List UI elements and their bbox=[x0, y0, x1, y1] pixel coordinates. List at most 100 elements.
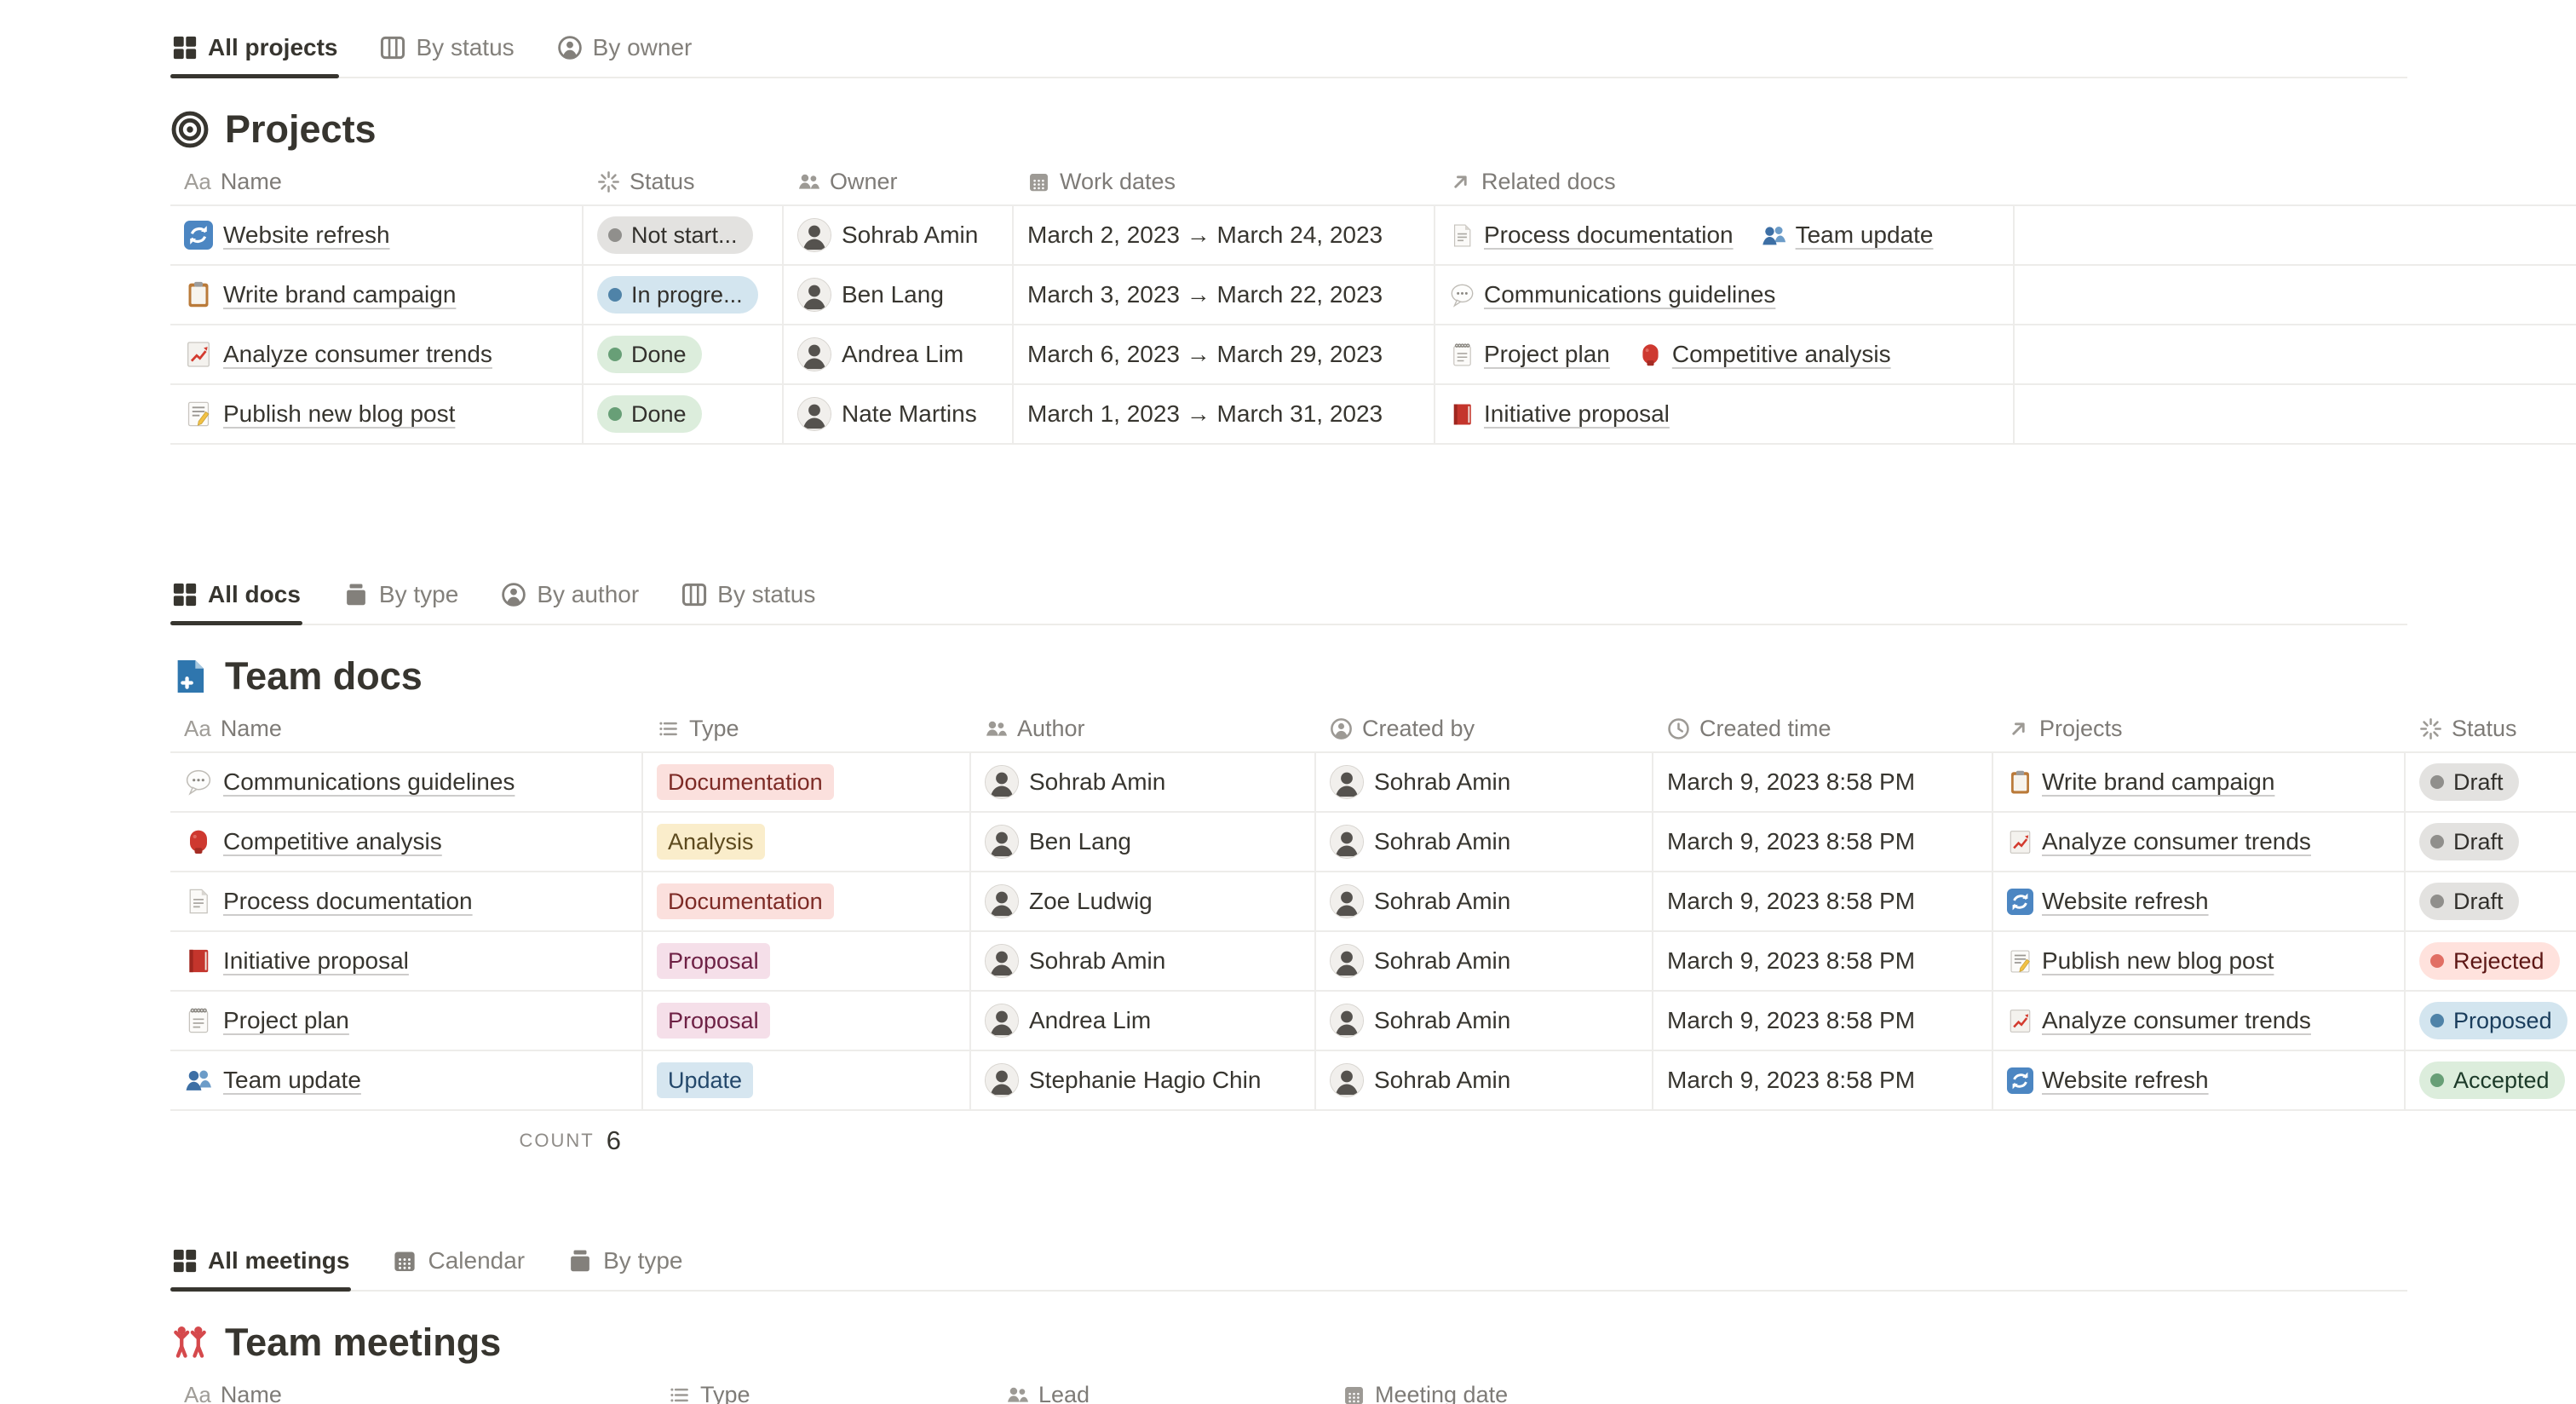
doc-link[interactable]: Process documentation bbox=[1449, 222, 1734, 249]
column-header-work-dates[interactable]: Work dates bbox=[1014, 158, 1435, 204]
name-cell[interactable]: Communications guidelines bbox=[170, 753, 643, 811]
project-link[interactable]: Website refresh bbox=[2007, 888, 2209, 915]
column-header-author[interactable]: Author bbox=[971, 705, 1316, 751]
project-link[interactable]: Analyze consumer trends bbox=[2007, 828, 2311, 855]
page-link[interactable]: Write brand campaign bbox=[223, 281, 457, 308]
tab-by-owner[interactable]: By owner bbox=[555, 24, 694, 77]
page-link[interactable]: Competitive analysis bbox=[223, 828, 442, 854]
related-docs-cell[interactable]: Initiative proposal bbox=[1435, 385, 2015, 443]
name-cell[interactable]: Initiative proposal bbox=[170, 932, 643, 990]
column-header-name[interactable]: Aa Name bbox=[184, 715, 282, 741]
tab-all-docs[interactable]: All docs bbox=[170, 571, 302, 625]
column-header-status[interactable]: Status bbox=[2406, 705, 2576, 751]
tab-by-type[interactable]: By type bbox=[342, 571, 460, 624]
status-cell[interactable]: In progre... bbox=[584, 266, 784, 324]
work-dates-cell[interactable]: March 2, 2023 → March 24, 2023 bbox=[1014, 206, 1435, 264]
author-cell[interactable]: Sohrab Amin bbox=[971, 932, 1316, 990]
status-cell[interactable]: Accepted bbox=[2406, 1051, 2576, 1109]
related-docs-cell[interactable]: Project plan Competitive analysis bbox=[1435, 325, 2015, 383]
column-header-created-by[interactable]: Created by bbox=[1316, 705, 1653, 751]
project-link[interactable]: Write brand campaign bbox=[2007, 768, 2274, 796]
column-header-name[interactable]: Aa Name bbox=[184, 1381, 282, 1404]
doc-link[interactable]: Team update bbox=[1761, 222, 1934, 249]
name-cell[interactable]: Team update bbox=[170, 1051, 643, 1109]
column-header-related-docs[interactable]: Related docs bbox=[1435, 158, 2015, 204]
created-by-cell[interactable]: Sohrab Amin bbox=[1316, 813, 1653, 871]
column-header-owner[interactable]: Owner bbox=[784, 158, 1014, 204]
column-header-projects[interactable]: Projects bbox=[1993, 705, 2406, 751]
tab-all-meetings[interactable]: All meetings bbox=[170, 1237, 352, 1292]
type-cell[interactable]: Update bbox=[643, 1051, 971, 1109]
projects-cell[interactable]: Publish new blog post bbox=[1993, 932, 2406, 990]
work-dates-cell[interactable]: March 1, 2023 → March 31, 2023 bbox=[1014, 385, 1435, 443]
name-cell[interactable]: Publish new blog post bbox=[170, 385, 584, 443]
created-time-cell[interactable]: March 9, 2023 8:58 PM bbox=[1653, 992, 1993, 1050]
name-cell[interactable]: Project plan bbox=[170, 992, 643, 1050]
tab-by-author[interactable]: By author bbox=[499, 571, 641, 624]
created-by-cell[interactable]: Sohrab Amin bbox=[1316, 992, 1653, 1050]
doc-link[interactable]: Project plan bbox=[1449, 341, 1610, 368]
work-dates-cell[interactable]: March 6, 2023 → March 29, 2023 bbox=[1014, 325, 1435, 383]
project-link[interactable]: Analyze consumer trends bbox=[2007, 1007, 2311, 1034]
projects-cell[interactable]: Website refresh bbox=[1993, 1051, 2406, 1109]
created-time-cell[interactable]: March 9, 2023 8:58 PM bbox=[1653, 753, 1993, 811]
page-link[interactable]: Project plan bbox=[223, 1007, 349, 1033]
page-link[interactable]: Team update bbox=[223, 1067, 361, 1093]
author-cell[interactable]: Andrea Lim bbox=[971, 992, 1316, 1050]
column-header-type[interactable]: Type bbox=[643, 705, 971, 751]
tab-by-status[interactable]: By status bbox=[378, 24, 515, 77]
projects-cell[interactable]: Write brand campaign bbox=[1993, 753, 2406, 811]
tab-by-type[interactable]: By type bbox=[566, 1237, 684, 1290]
status-cell[interactable]: Rejected bbox=[2406, 932, 2576, 990]
tab-all-projects[interactable]: All projects bbox=[170, 24, 340, 78]
related-docs-cell[interactable]: Communications guidelines bbox=[1435, 266, 2015, 324]
column-header-created-time[interactable]: Created time bbox=[1653, 705, 1993, 751]
created-by-cell[interactable]: Sohrab Amin bbox=[1316, 753, 1653, 811]
type-cell[interactable]: Proposal bbox=[643, 932, 971, 990]
page-link[interactable]: Analyze consumer trends bbox=[223, 341, 492, 367]
column-header-name[interactable]: Aa Name bbox=[184, 168, 282, 194]
column-header-meeting-date[interactable]: Meeting date bbox=[1329, 1372, 1751, 1404]
type-cell[interactable]: Analysis bbox=[643, 813, 971, 871]
author-cell[interactable]: Sohrab Amin bbox=[971, 753, 1316, 811]
page-link[interactable]: Publish new blog post bbox=[223, 400, 456, 427]
work-dates-cell[interactable]: March 3, 2023 → March 22, 2023 bbox=[1014, 266, 1435, 324]
page-link[interactable]: Communications guidelines bbox=[223, 768, 515, 795]
status-cell[interactable]: Draft bbox=[2406, 753, 2576, 811]
created-time-cell[interactable]: March 9, 2023 8:58 PM bbox=[1653, 872, 1993, 930]
created-by-cell[interactable]: Sohrab Amin bbox=[1316, 1051, 1653, 1109]
owner-cell[interactable]: Nate Martins bbox=[784, 385, 1014, 443]
created-time-cell[interactable]: March 9, 2023 8:58 PM bbox=[1653, 1051, 1993, 1109]
created-by-cell[interactable]: Sohrab Amin bbox=[1316, 872, 1653, 930]
created-by-cell[interactable]: Sohrab Amin bbox=[1316, 932, 1653, 990]
status-cell[interactable]: Draft bbox=[2406, 872, 2576, 930]
created-time-cell[interactable]: March 9, 2023 8:58 PM bbox=[1653, 932, 1993, 990]
column-header-type[interactable]: Type bbox=[654, 1372, 992, 1404]
name-cell[interactable]: Write brand campaign bbox=[170, 266, 584, 324]
column-header-status[interactable]: Status bbox=[584, 158, 784, 204]
projects-cell[interactable]: Website refresh bbox=[1993, 872, 2406, 930]
tab-by-status[interactable]: By status bbox=[680, 571, 817, 624]
page-link[interactable]: Website refresh bbox=[223, 222, 390, 248]
name-cell[interactable]: Analyze consumer trends bbox=[170, 325, 584, 383]
doc-link[interactable]: Communications guidelines bbox=[1449, 281, 1775, 308]
type-cell[interactable]: Proposal bbox=[643, 992, 971, 1050]
name-cell[interactable]: Competitive analysis bbox=[170, 813, 643, 871]
status-cell[interactable]: Done bbox=[584, 385, 784, 443]
doc-link[interactable]: Initiative proposal bbox=[1449, 400, 1670, 428]
name-cell[interactable]: Process documentation bbox=[170, 872, 643, 930]
author-cell[interactable]: Ben Lang bbox=[971, 813, 1316, 871]
status-cell[interactable]: Not start... bbox=[584, 206, 784, 264]
author-cell[interactable]: Zoe Ludwig bbox=[971, 872, 1316, 930]
related-docs-cell[interactable]: Process documentation Team update bbox=[1435, 206, 2015, 264]
page-link[interactable]: Process documentation bbox=[223, 888, 473, 914]
project-link[interactable]: Website refresh bbox=[2007, 1067, 2209, 1094]
status-cell[interactable]: Done bbox=[584, 325, 784, 383]
name-cell[interactable]: Website refresh bbox=[170, 206, 584, 264]
author-cell[interactable]: Stephanie Hagio Chin bbox=[971, 1051, 1316, 1109]
type-cell[interactable]: Documentation bbox=[643, 753, 971, 811]
tab-calendar[interactable]: Calendar bbox=[390, 1237, 526, 1290]
projects-cell[interactable]: Analyze consumer trends bbox=[1993, 992, 2406, 1050]
owner-cell[interactable]: Andrea Lim bbox=[784, 325, 1014, 383]
status-cell[interactable]: Draft bbox=[2406, 813, 2576, 871]
